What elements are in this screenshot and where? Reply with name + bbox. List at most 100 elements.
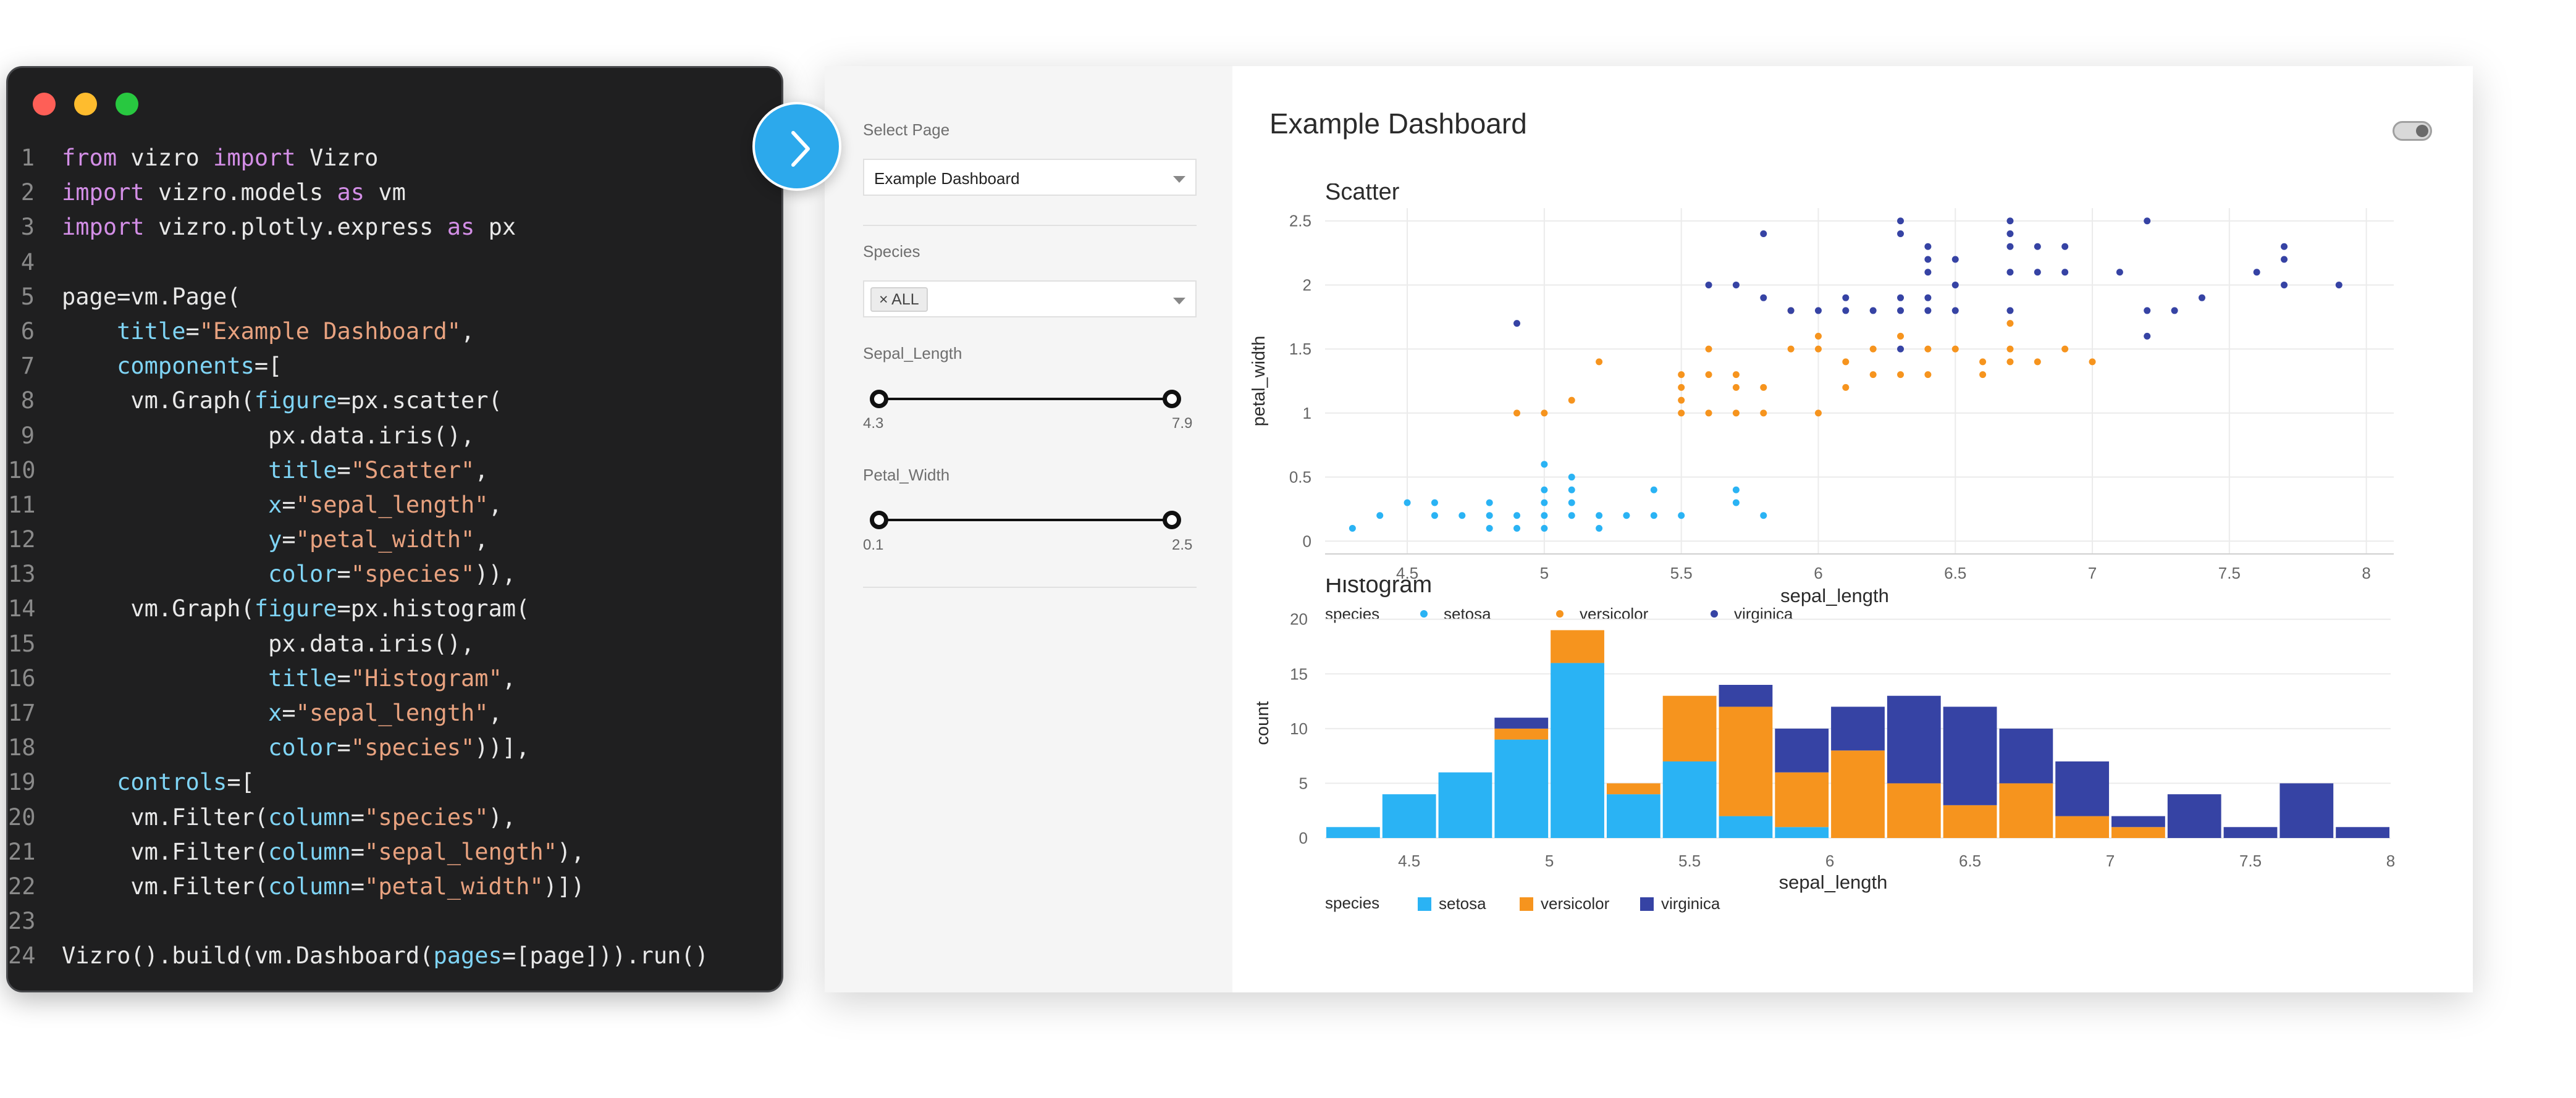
code-token: y <box>268 526 282 553</box>
scatter-point-versicolor <box>1513 409 1521 417</box>
code-token: ), <box>488 803 516 831</box>
minimize-window-button[interactable] <box>74 93 97 115</box>
scatter-point-versicolor <box>1924 345 1932 353</box>
histogram-bar-versicolor <box>1887 783 1941 838</box>
code-line: 5 page=vm.Page( <box>8 280 781 314</box>
code-token: components <box>117 353 255 380</box>
scatter-point-virginica <box>1842 307 1850 314</box>
code-token: px.data.iris(), <box>62 422 475 449</box>
scatter-point-setosa <box>1513 512 1521 519</box>
histogram-bar-versicolor <box>1831 750 1885 838</box>
select-page-dropdown[interactable]: Example Dashboard <box>863 159 1197 196</box>
code-token: vizro.plotly.express <box>158 214 447 241</box>
code-token: import <box>62 214 158 241</box>
code-token: from <box>62 145 131 171</box>
scatter-point-versicolor <box>1814 409 1822 417</box>
x-tick-label: 7 <box>2088 564 2097 582</box>
scatter-point-setosa <box>1760 512 1767 519</box>
x-tick-label: 8 <box>2362 564 2370 582</box>
code-token: vm.Filter( <box>62 838 269 865</box>
scatter-point-versicolor <box>1541 409 1548 417</box>
scatter-point-versicolor <box>1897 332 1905 340</box>
scatter-point-virginica <box>1897 345 1905 353</box>
code-token: x <box>268 491 282 518</box>
histogram-bar-versicolor <box>1775 772 1829 828</box>
scatter-point-versicolor <box>1568 396 1575 404</box>
code-line: 10 title="Scatter", <box>8 453 781 488</box>
code-token: column <box>268 838 351 865</box>
scatter-point-virginica <box>2281 256 2288 263</box>
histogram-bar-setosa <box>1775 827 1829 838</box>
scatter-point-setosa <box>1349 525 1356 532</box>
select-page-value: Example Dashboard <box>874 169 1020 188</box>
code-line: 18 color="species"))], <box>8 731 781 765</box>
chevron-down-icon <box>1173 176 1185 183</box>
scatter-point-setosa <box>1568 512 1575 519</box>
histogram-bar-virginica <box>1887 695 1941 784</box>
scatter-point-versicolor <box>1732 371 1740 379</box>
petal-width-min-handle[interactable] <box>870 511 888 529</box>
code-token: , <box>488 491 502 518</box>
histogram-bar-versicolor <box>1943 805 1997 838</box>
sepal-length-max-handle[interactable] <box>1163 390 1181 408</box>
line-number: 18 <box>8 734 36 761</box>
code-token: = <box>350 838 365 865</box>
scatter-point-versicolor <box>1678 409 1685 417</box>
code-token: ))], <box>474 734 530 761</box>
histogram-bar-virginica <box>2279 783 2334 838</box>
sepal-length-min-handle[interactable] <box>870 390 888 408</box>
code-token: = <box>185 317 200 345</box>
line-number: 22 <box>8 873 36 900</box>
scatter-chart: Scatter 4.5 5 5.5 6 6.5 7 7.5 8 0 0.5 1 1.5 2 2.5 sepal… <box>1249 183 2394 623</box>
petal-width-slider-track[interactable] <box>880 519 1174 521</box>
x-tick-label: 8 <box>2386 852 2395 870</box>
code-token: "sepal_length" <box>295 700 489 726</box>
close-window-button[interactable] <box>33 93 56 115</box>
scatter-point-versicolor <box>1869 345 1877 353</box>
x-tick-label: 5.5 <box>1678 852 1701 870</box>
maximize-window-button[interactable] <box>116 93 138 115</box>
code-token: "species" <box>350 734 475 761</box>
code-token: =[ <box>227 769 255 796</box>
scatter-point-versicolor <box>2006 358 2014 366</box>
histogram-bar-virginica <box>1943 706 1997 805</box>
sepal-length-slider-track[interactable] <box>880 398 1174 400</box>
species-all-chip[interactable]: × ALL <box>870 287 928 312</box>
scatter-point-virginica <box>2281 243 2288 250</box>
scatter-point-versicolor <box>1787 345 1795 353</box>
code-token: as <box>447 214 489 241</box>
code-line: 3 import vizro.plotly.express as px <box>8 210 781 245</box>
y-axis-label: count <box>1253 702 1273 745</box>
code-line: 2 import vizro.models as vm <box>8 175 781 210</box>
scatter-point-virginica <box>1897 294 1905 301</box>
species-filter-dropdown[interactable]: × ALL <box>863 280 1197 317</box>
scatter-point-versicolor <box>1705 371 1712 379</box>
scatter-point-virginica <box>1513 320 1521 327</box>
line-number: 5 <box>20 283 35 310</box>
legend-marker-setosa <box>1418 897 1431 911</box>
scatter-point-versicolor <box>2061 345 2069 353</box>
code-token: px.data.iris(), <box>62 630 475 657</box>
code-token <box>62 561 268 587</box>
scatter-point-virginica <box>2006 230 2014 237</box>
code-token: figure <box>254 595 337 622</box>
scatter-point-versicolor <box>1760 383 1767 391</box>
code-token: "species" <box>350 561 475 588</box>
petal-width-max-handle[interactable] <box>1163 511 1181 529</box>
scatter-point-setosa <box>1650 512 1657 519</box>
code-token: , <box>488 700 502 726</box>
scatter-point-virginica <box>2281 281 2288 288</box>
theme-toggle[interactable] <box>2393 121 2432 141</box>
next-arrow-button[interactable] <box>752 102 841 191</box>
line-number: 9 <box>20 422 35 449</box>
scatter-point-setosa <box>1732 486 1740 493</box>
histogram-bar-versicolor <box>1999 783 2053 838</box>
dashboard-main: Example Dashboard Scatter 4.5 5 5.5 6 6.5 7 7.5… <box>1232 66 2473 992</box>
scatter-point-setosa <box>1568 474 1575 481</box>
code-token: , <box>502 664 516 692</box>
scatter-point-virginica <box>1924 294 1932 301</box>
scatter-point-versicolor <box>1842 383 1850 391</box>
scatter-point-virginica <box>2335 281 2342 288</box>
scatter-point-versicolor <box>1705 409 1712 417</box>
scatter-point-virginica <box>1897 307 1905 314</box>
